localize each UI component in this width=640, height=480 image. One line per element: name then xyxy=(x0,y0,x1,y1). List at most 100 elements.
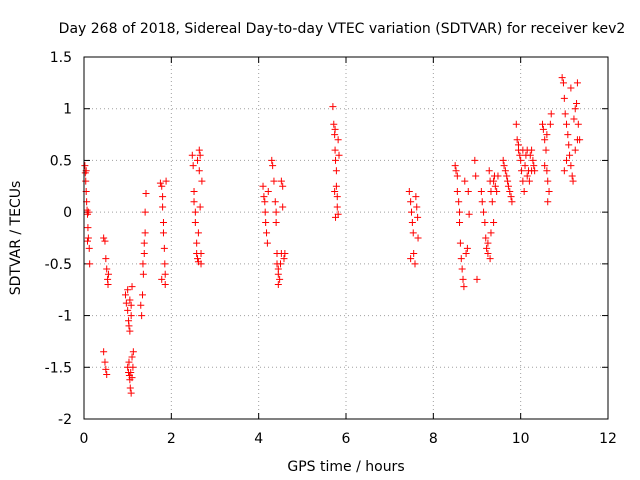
data-point xyxy=(486,255,494,263)
data-point xyxy=(570,115,578,123)
data-point xyxy=(564,131,572,139)
data-point xyxy=(279,182,287,190)
data-point xyxy=(194,156,202,164)
data-point xyxy=(268,156,276,164)
data-point xyxy=(464,187,472,195)
data-point xyxy=(139,270,147,278)
data-point xyxy=(517,156,525,164)
data-point xyxy=(195,146,203,154)
data-point xyxy=(189,162,197,170)
data-point xyxy=(100,234,108,242)
data-point xyxy=(560,167,568,175)
data-point xyxy=(127,301,135,309)
data-point xyxy=(530,162,538,170)
data-point xyxy=(462,250,470,258)
data-point xyxy=(490,177,498,185)
data-point xyxy=(260,193,268,201)
data-point xyxy=(539,125,547,133)
data-point xyxy=(140,239,148,247)
data-point xyxy=(491,182,499,190)
data-point xyxy=(280,255,288,263)
y-tick-labels: -2 -1.5 -1 -0.5 0 0.5 1 1.5 xyxy=(45,50,72,428)
data-point xyxy=(196,203,204,211)
data-point xyxy=(567,162,575,170)
data-point xyxy=(560,94,568,102)
data-point xyxy=(127,389,135,397)
data-point xyxy=(453,172,461,180)
y-tick-label: -0.5 xyxy=(45,257,72,273)
grid xyxy=(84,57,608,419)
data-point xyxy=(100,348,108,356)
data-point xyxy=(542,146,550,154)
data-point xyxy=(277,260,284,268)
y-tick-label: 1.5 xyxy=(50,50,72,66)
data-point xyxy=(128,353,136,361)
data-point xyxy=(573,100,581,108)
data-point xyxy=(259,182,267,190)
data-point xyxy=(487,229,495,237)
data-point xyxy=(521,162,529,170)
data-point xyxy=(569,177,577,185)
data-point xyxy=(461,177,469,185)
data-point xyxy=(541,136,549,144)
data-point xyxy=(270,177,278,185)
x-tick-label: 8 xyxy=(429,431,438,447)
data-point xyxy=(142,190,150,198)
data-point xyxy=(507,193,515,201)
data-point xyxy=(334,136,342,144)
data-point xyxy=(529,156,537,164)
data-point xyxy=(452,167,460,175)
data-point xyxy=(329,103,337,111)
data-point xyxy=(528,146,536,154)
data-point xyxy=(194,255,202,263)
data-point xyxy=(190,198,198,206)
data-point xyxy=(332,156,340,164)
data-point xyxy=(457,255,465,263)
data-point xyxy=(126,384,134,392)
data-point xyxy=(526,151,534,159)
data-point xyxy=(193,239,201,247)
data-point xyxy=(81,162,89,170)
data-point xyxy=(559,79,567,87)
data-point xyxy=(274,270,282,278)
data-point xyxy=(508,198,516,206)
data-point xyxy=(103,371,111,379)
data-point xyxy=(125,322,133,330)
data-point xyxy=(411,260,419,268)
data-point xyxy=(335,151,343,159)
data-point xyxy=(160,244,168,252)
data-point xyxy=(541,162,549,170)
data-point xyxy=(571,146,579,154)
data-point xyxy=(414,234,422,242)
data-point xyxy=(451,162,459,170)
data-point xyxy=(409,229,417,237)
data-point xyxy=(191,218,199,226)
data-point xyxy=(483,244,491,252)
data-point xyxy=(471,156,479,164)
y-axis-label: SDTVAR / TECUs xyxy=(8,181,24,296)
x-tick-label: 0 xyxy=(80,431,89,447)
data-point xyxy=(523,172,531,180)
data-point xyxy=(272,218,280,226)
data-point xyxy=(477,187,485,195)
data-point xyxy=(488,198,496,206)
data-point xyxy=(159,193,167,201)
data-point xyxy=(264,187,272,195)
data-point xyxy=(573,136,581,144)
data-point xyxy=(281,250,289,258)
data-point xyxy=(197,250,205,258)
data-point xyxy=(566,151,574,159)
data-point xyxy=(571,105,579,113)
data-point xyxy=(83,237,91,245)
data-point xyxy=(141,208,149,216)
data-point xyxy=(331,146,339,154)
data-point xyxy=(407,255,415,263)
data-point xyxy=(101,358,109,366)
data-point xyxy=(573,79,581,87)
data-point xyxy=(271,198,279,206)
data-point xyxy=(190,187,198,195)
data-point xyxy=(525,177,533,185)
data-point xyxy=(460,283,468,291)
data-point xyxy=(558,74,566,82)
data-point xyxy=(84,224,92,232)
